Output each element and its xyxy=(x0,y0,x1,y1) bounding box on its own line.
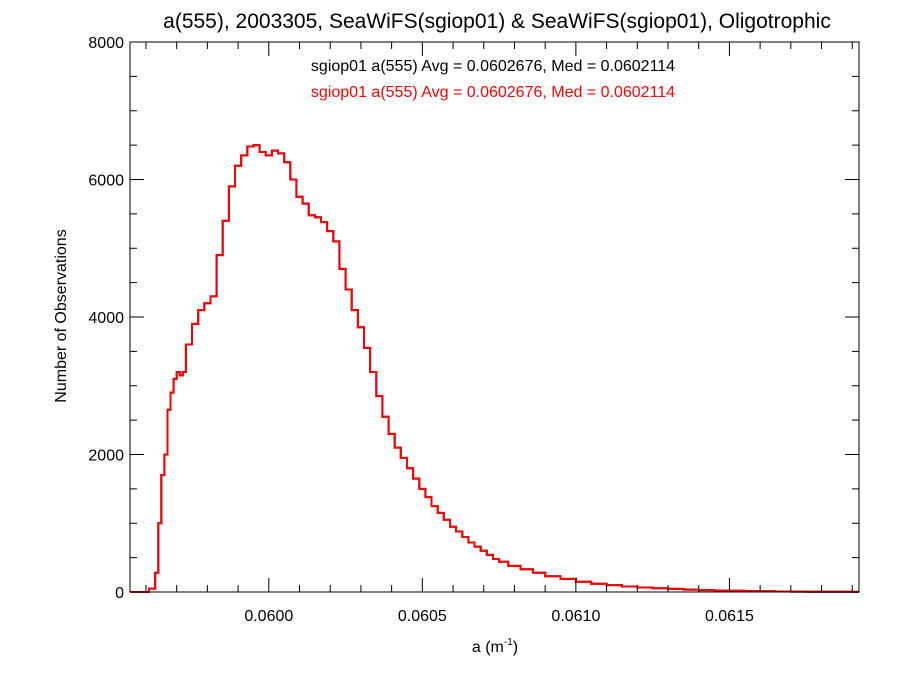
x-tick-label: 0.0600 xyxy=(244,608,293,625)
axis-layer: 0 2000 4000 6000 8000 0.0600 0.0605 0.0610 0.061… xyxy=(88,35,859,625)
x-tick-label: 0.0615 xyxy=(705,608,754,625)
x-axis-label-superscript: -1 xyxy=(504,637,513,648)
x-tick-label: 0.0610 xyxy=(551,608,600,625)
x-axis-label: a (m-1) xyxy=(472,637,518,656)
legend-entry-red: sgiop01 a(555) Avg = 0.0602676, Med = 0.… xyxy=(311,84,675,101)
legend-entry-black: sgiop01 a(555) Avg = 0.0602676, Med = 0.… xyxy=(311,58,675,75)
y-tick-label: 6000 xyxy=(88,173,124,190)
chart-title: a(555), 2003305, SeaWiFS(sgiop01) & SeaW… xyxy=(163,10,831,33)
plot-frame xyxy=(129,41,860,593)
x-tick-label: 0.0605 xyxy=(398,608,447,625)
series-line-red xyxy=(130,144,859,593)
x-axis-label-main: a (m xyxy=(472,639,504,656)
series-layer xyxy=(130,144,859,593)
x-axis-label-close: ) xyxy=(513,639,518,656)
y-tick-label: 2000 xyxy=(88,448,124,465)
y-tick-label: 4000 xyxy=(88,310,124,327)
y-tick-label: 8000 xyxy=(88,35,124,52)
y-axis-label: Number of Observations xyxy=(53,229,70,402)
y-tick-label: 0 xyxy=(115,585,124,602)
series-line-black xyxy=(130,144,859,593)
